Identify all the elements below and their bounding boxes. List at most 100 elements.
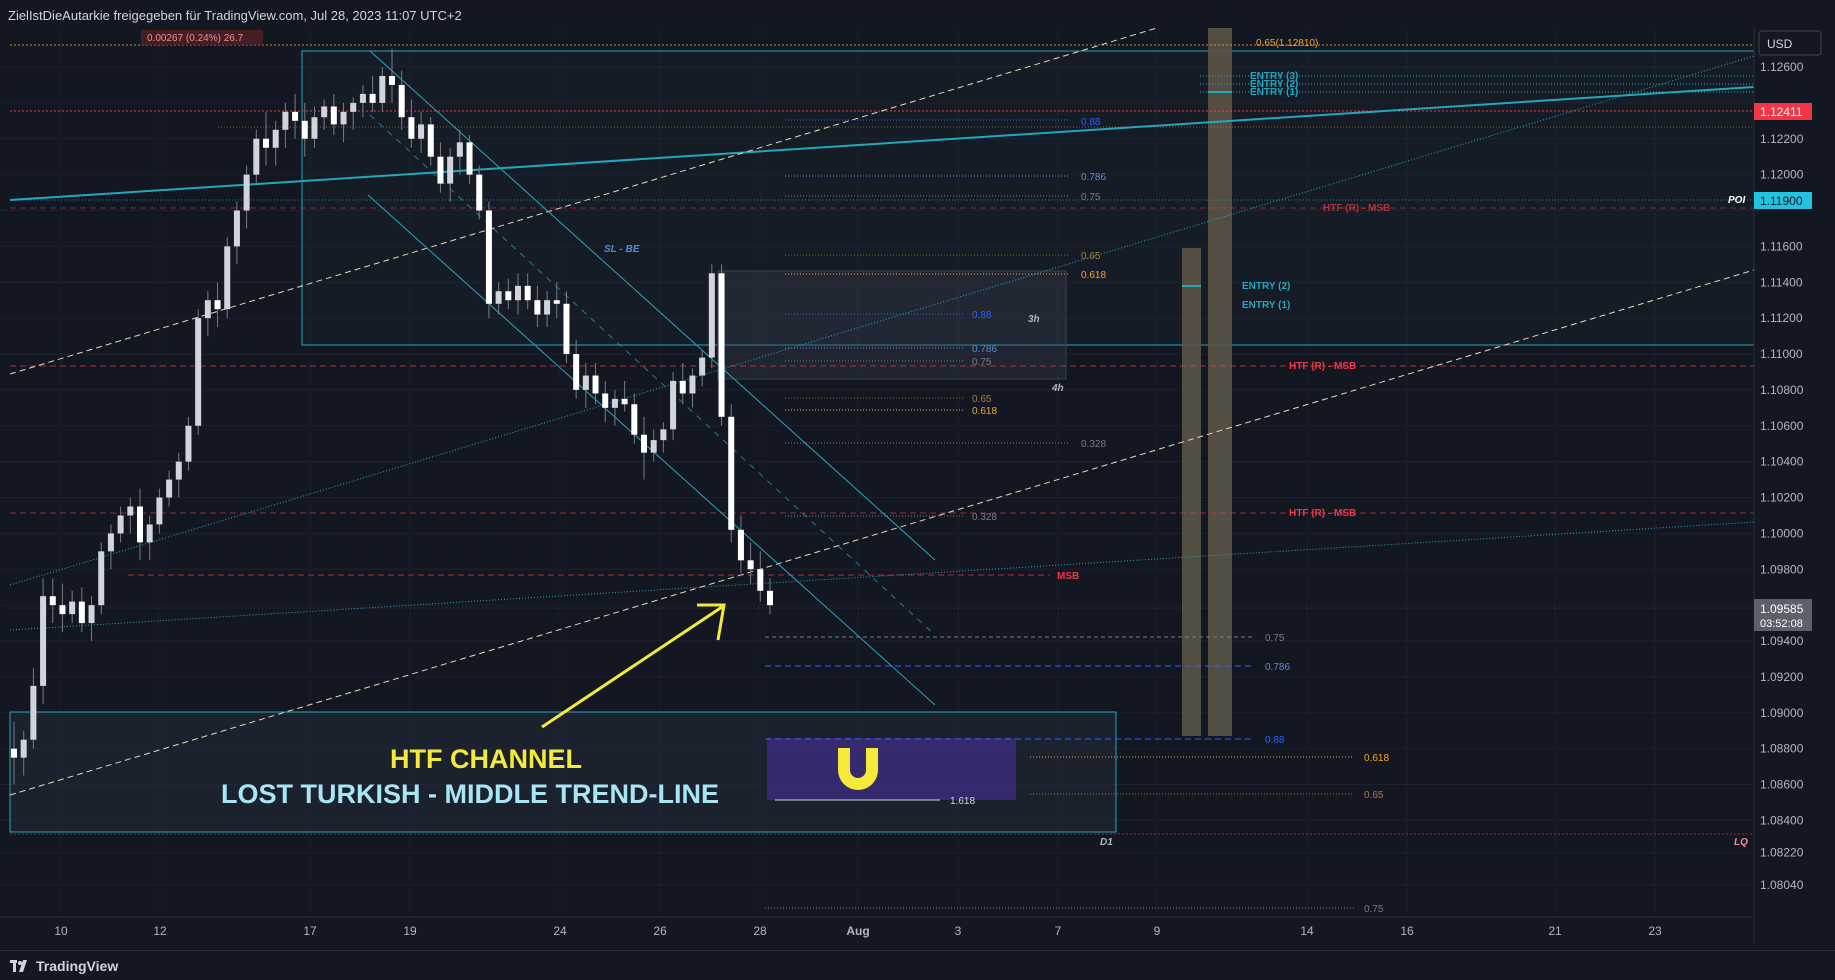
time-tick-label: 16 [1400,924,1414,938]
chart-title: ZielIstDieAutarkie freigegeben für Tradi… [8,8,462,23]
measure-badge [141,30,263,45]
candle-body [30,685,37,740]
candle-body [757,569,764,591]
fib-label-0618-b: 0.618 [972,406,997,417]
candle-body [311,117,318,139]
candle-body [127,506,134,516]
tradingview-logo[interactable]: TradingView [10,958,118,974]
price-tick-label: 1.09800 [1760,562,1804,576]
candle-body [427,124,434,157]
price-tick-label: 1.11000 [1760,347,1803,361]
candle-body [466,142,473,175]
current-price-badge [1754,599,1812,631]
candle-body [301,120,308,139]
candle-body [389,75,395,85]
price-tick-label: 1.09000 [1760,706,1804,720]
fib-label-088-a: 0.88 [1081,117,1101,128]
candle-body [485,210,492,304]
current-price-label: 1.09585 [1760,602,1804,616]
candle-body [11,748,17,758]
htf-msb-label-2: HTF (R) - MSB [1289,361,1356,372]
price-tick-label: 1.08800 [1760,742,1804,756]
fib-label-075-a: 0.75 [1081,192,1101,203]
entry-zone-bar-1[interactable] [1182,248,1201,736]
candle-body [699,357,706,376]
fib-label-0618-a: 0.618 [1081,270,1106,281]
time-tick-label: 24 [553,924,567,938]
candle-body [418,124,425,139]
candle-body [107,533,114,552]
poi-price-badge [1754,192,1812,209]
label-d1: D1 [1100,837,1113,848]
candle-body [398,84,405,118]
candle-body [282,111,289,130]
candle-body [437,156,444,184]
candle-body [204,300,211,319]
candle-body [379,75,386,103]
entry-2-top-label: ENTRY (2) [1250,79,1298,90]
fib-label-0618-c: 0.618 [1364,753,1389,764]
entry-1-label: ENTRY (1) [1242,300,1290,311]
price-tick-label: 1.10400 [1760,455,1804,469]
chart-grid [0,28,1754,917]
candle-body [708,273,715,358]
candle-body [544,300,551,315]
candle-body [88,605,95,624]
candle-body [59,605,66,615]
candle-body [515,285,521,301]
candle-body [156,497,163,525]
candle-body [69,601,76,615]
candle-body [195,318,202,426]
measure-label: 0.00267 (0.24%) 26.7 [147,33,244,44]
price-tick-label: 1.09400 [1760,634,1804,648]
fib-label-075-b: 0.75 [972,357,992,368]
htf-msb-label-1: HTF (R) - MSB [1323,203,1390,214]
countdown-label: 03:52:08 [1760,618,1803,630]
price-tick-label: 1.10000 [1760,526,1804,540]
candle-body [767,590,773,606]
entry-1-top-label: ENTRY (1) [1250,87,1298,98]
headline-1: HTF CHANNEL [390,744,582,774]
range-3h-box[interactable] [717,270,1067,380]
level-lines [10,44,1754,909]
candle-body [253,138,260,175]
currency-button[interactable] [1758,30,1822,56]
time-tick-label: 7 [1055,924,1062,938]
entry-zone-bar-2-top [1208,91,1232,93]
candle-body [563,303,570,355]
fib-label-065-a: 0.65 [1081,251,1101,262]
sl-be-label: SL - BE [604,244,640,255]
candle-body [718,273,725,417]
time-tick-label: 28 [753,924,767,938]
price-tick-label: 1.08600 [1760,778,1804,792]
price-tick-label: 1.08220 [1760,846,1804,860]
price-axis[interactable]: USD 1.12600 1.12200 1.12000 1.11600 1.11400 1… [1753,28,1835,950]
time-axis[interactable]: 10 12 17 19 24 26 28 Aug 3 7 9 14 16 21 23 [0,916,1754,938]
candle-body [447,156,454,184]
candle-body [272,129,279,148]
time-tick-label: 21 [1548,924,1562,938]
price-tick-label: 1.11200 [1760,311,1803,325]
time-tick-label: 12 [153,924,167,938]
htf-msb-label-3: HTF (R) - MSB [1289,508,1356,519]
time-tick-label: 23 [1648,924,1662,938]
candle-body [233,210,240,247]
candlestick-series[interactable] [11,49,773,785]
candle-body [350,102,357,112]
label-lq: LQ [1734,837,1748,848]
price-tick-label: 1.10600 [1760,419,1804,433]
purple-zone[interactable] [767,738,1016,800]
price-tick-label: 1.11400 [1760,275,1803,289]
price-tick-label: 1.10200 [1760,491,1804,505]
candle-body [524,285,531,301]
price-tick-label: 1.08040 [1760,878,1804,892]
candle-body [78,601,85,624]
entry-zone-bar-2[interactable] [1208,26,1232,736]
candle-body [175,461,182,480]
fib-top-label: 0.65(1.12810) [1256,38,1318,49]
fib-label-0786-b: 0.786 [972,344,997,355]
time-tick-label: 26 [653,924,667,938]
fib-label-1618: 1.618 [950,796,975,807]
yellow-arrow [541,603,726,729]
